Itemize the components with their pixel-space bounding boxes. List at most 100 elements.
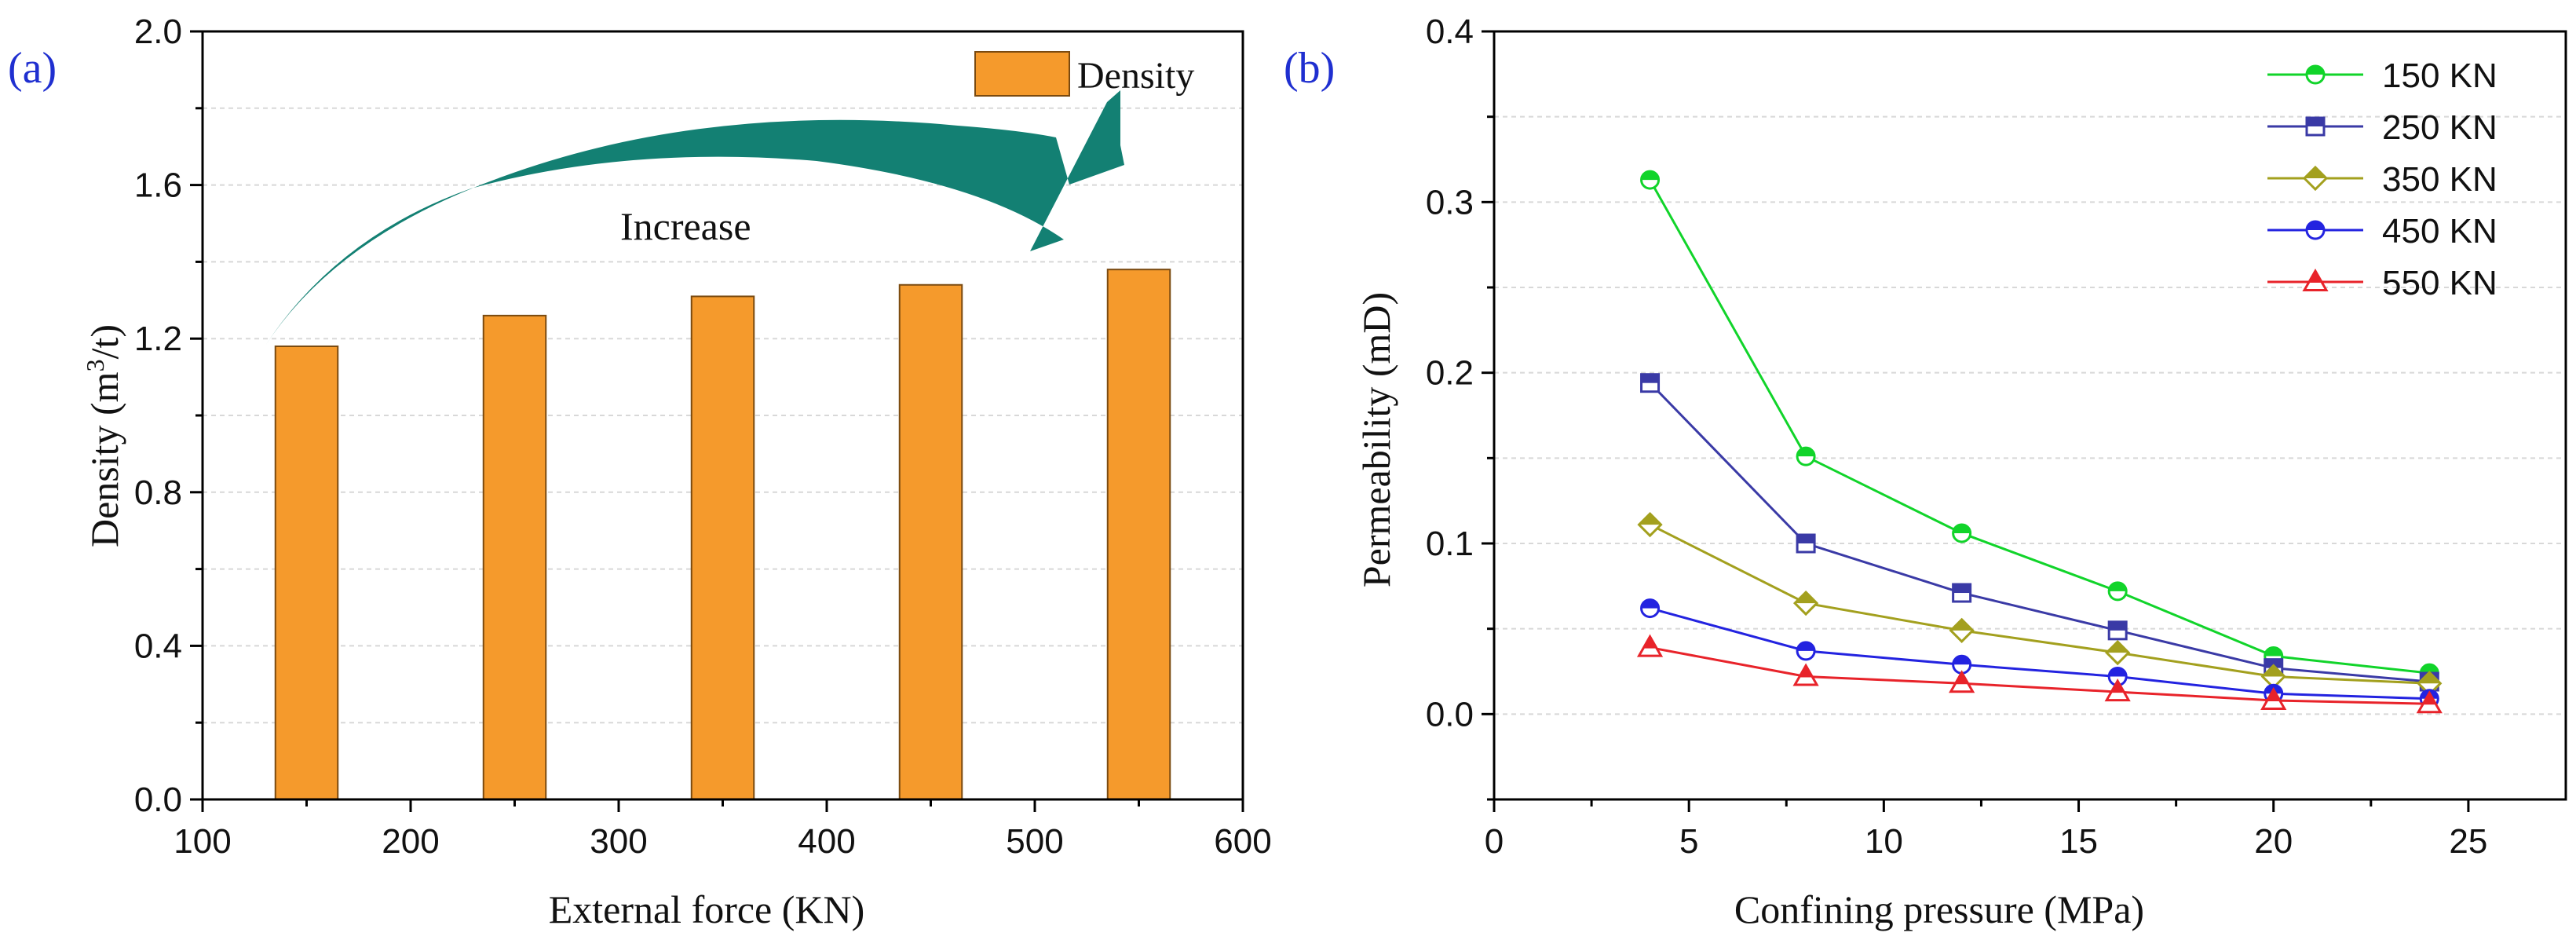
data-point [2107, 581, 2128, 602]
legend-item-450-kn: 450 KN [2267, 212, 2497, 251]
data-point [1796, 446, 1816, 466]
x-tick-label: 100 [174, 822, 231, 861]
legend-item-250-kn: 250 KN [2267, 108, 2497, 147]
y-tick-label: 0.2 [1426, 354, 1474, 393]
x-tick-label: 10 [1865, 822, 1903, 861]
x-tick-label: 25 [2449, 822, 2487, 861]
series-line [1649, 523, 2430, 685]
series-150-kn [1640, 170, 2439, 683]
data-point [1949, 617, 1975, 643]
y-tick-label: 0.4 [1426, 13, 1474, 51]
marker-fill [1950, 619, 1973, 631]
marker-fill [2264, 659, 2282, 668]
data-point [1792, 663, 1819, 686]
data-point [2260, 686, 2287, 710]
marker-fill [2262, 665, 2285, 677]
series-450-kn [1640, 598, 2439, 709]
legend-item-350-kn: 350 KN [2267, 160, 2497, 199]
marker-fill [2106, 642, 2129, 653]
marker-fill [2423, 693, 2436, 705]
legend-marker [2305, 64, 2326, 85]
marker-fill [2421, 664, 2439, 674]
y-tick-label: 0.4 [134, 627, 182, 665]
marker-fill [1953, 656, 1971, 665]
data-point [1952, 523, 1972, 543]
permeability-line-chart: (b) 0 5 10 15 20 25 0.0 0.1 0.2 0.3 0.4 150 KN 250 … [1284, 13, 2567, 931]
x-tick-label: 400 [798, 822, 855, 861]
legend-marker [2305, 116, 2326, 137]
marker-fill [2307, 66, 2324, 75]
x-tick-label: 200 [382, 822, 439, 861]
data-point [1637, 511, 1663, 538]
legend-label-density: Density [1077, 55, 1194, 97]
y-tick-label: 1.2 [134, 320, 182, 358]
series-lines [1636, 170, 2443, 714]
x-tick-label: 500 [1006, 822, 1063, 861]
legend-marker [2302, 268, 2329, 291]
series-line [1649, 179, 2430, 675]
series-line [1649, 382, 2430, 683]
panel-b-label: (b) [1284, 44, 1335, 93]
bar-150 [274, 345, 339, 801]
marker-fill [1643, 636, 1657, 649]
y-tick-label: 0.8 [134, 474, 182, 512]
data-point [1792, 590, 1819, 616]
marker-fill [2109, 582, 2127, 591]
legend-a: Density [974, 51, 1194, 97]
series-350-kn [1637, 511, 2443, 697]
marker-fill [1795, 592, 1818, 604]
marker-fill [1797, 642, 1815, 651]
marker-fill [1797, 535, 1815, 543]
legend-label: 250 KN [2382, 108, 2497, 147]
ticks-a: 100 200 300 400 500 600 0.0 0.4 0.8 1.2 1.6 2.0 [134, 13, 1272, 861]
legend-label: 450 KN [2382, 212, 2497, 251]
bars [274, 269, 1171, 801]
marker-fill [2111, 681, 2125, 693]
x-tick-label: 5 [1679, 822, 1698, 861]
data-point [2105, 639, 2131, 666]
data-point [1949, 670, 1975, 693]
bar-250 [482, 314, 547, 800]
panel-a-label: (a) [8, 44, 57, 93]
x-tick-label: 20 [2254, 822, 2293, 861]
marker-fill [1797, 448, 1815, 457]
plot-frame-b [1493, 30, 2567, 801]
y-tick-label: 1.6 [134, 166, 182, 205]
marker-fill [1641, 374, 1659, 383]
bar-450 [898, 283, 963, 800]
marker-fill [1953, 524, 1971, 533]
series-550-kn [1636, 634, 2443, 714]
data-point [1952, 583, 1972, 603]
marker-fill [2304, 167, 2326, 178]
density-bar-chart: (a) Increase 100 200 300 400 500 600 0.0 0.4 0.8… [8, 13, 1272, 931]
marker-fill [2307, 221, 2324, 230]
y-axis-title-b: Permeability (mD) [1354, 292, 1398, 587]
bar-350 [690, 295, 755, 801]
series-250-kn [1640, 373, 2439, 692]
marker-fill [2308, 271, 2322, 283]
y-tick-label: 0.3 [1426, 183, 1474, 221]
data-point [1636, 634, 1664, 657]
increase-arrow-icon [265, 90, 1124, 346]
series-line [1650, 646, 2430, 705]
data-point [1796, 533, 1816, 554]
marker-fill [1641, 599, 1659, 609]
marker-fill [2109, 668, 2127, 677]
marker-fill [2109, 621, 2127, 631]
y-tick-label: 0.0 [1426, 695, 1474, 733]
marker-fill [1641, 171, 1659, 181]
grid-lines-b [1494, 31, 2566, 715]
legend-marker [2302, 165, 2329, 192]
legend-label: 550 KN [2382, 264, 2497, 302]
y-tick-label: 2.0 [134, 13, 182, 51]
marker-fill [1639, 514, 1661, 525]
data-point [1796, 641, 1816, 661]
y-axis-title-a: Density (m3/t) [81, 324, 126, 547]
data-point [1640, 373, 1661, 393]
increase-annotation: Increase [620, 204, 751, 248]
legend-b: 150 KN 250 KN 350 KN 450 KN 550 KN [2267, 57, 2497, 302]
marker-fill [2307, 118, 2324, 126]
x-axis-title-b: Confining pressure (MPa) [1734, 887, 2144, 931]
marker-fill [2264, 647, 2282, 657]
